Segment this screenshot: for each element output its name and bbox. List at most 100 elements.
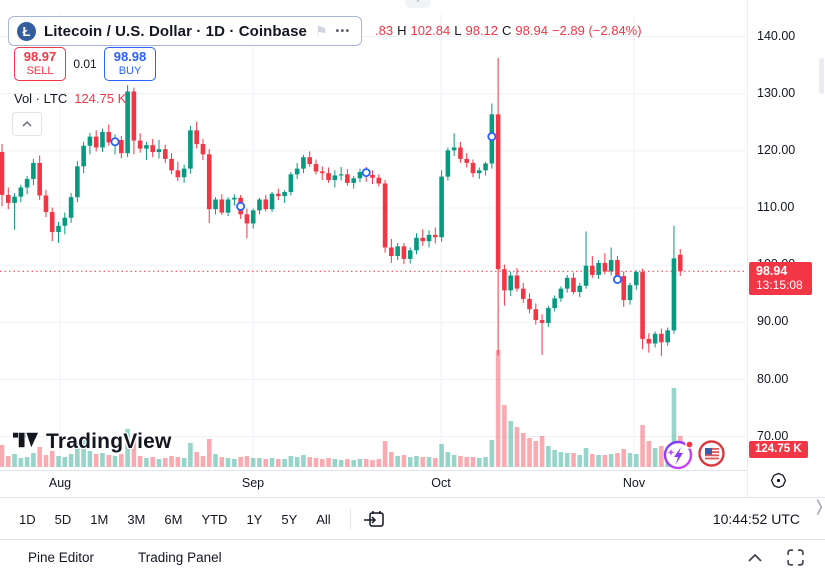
side-panel-handle[interactable]: ❭ [813, 498, 825, 515]
volume-bar [508, 421, 513, 467]
symbol-search-button[interactable]: Ł Litecoin / U.S. Dollar · 1D · Coinbase… [8, 16, 362, 46]
buy-button[interactable]: 98.98 BUY [104, 47, 156, 81]
volume-bar [62, 457, 68, 467]
volume-bar [68, 454, 74, 467]
volume-bar [326, 458, 331, 467]
range-button-3m[interactable]: 3M [127, 511, 146, 527]
volume-bar [282, 459, 287, 467]
sell-button[interactable]: 98.97 SELL [14, 47, 66, 81]
candle [351, 178, 356, 183]
us-flag-icon[interactable] [697, 439, 726, 470]
volume-bar [596, 455, 601, 467]
range-button-ytd[interactable]: YTD [201, 511, 228, 527]
time-tick-sep: Sep [241, 476, 265, 490]
price-tick: 120.00 [757, 142, 796, 157]
price-axis[interactable]: 70.0080.0090.00100.00110.00120.00130.001… [747, 0, 825, 497]
range-button-1d[interactable]: 1D [19, 511, 36, 527]
candle [150, 145, 156, 153]
time-axis[interactable]: Aug Sep Oct Nov [0, 470, 747, 497]
volume-bar [24, 457, 30, 467]
more-options-icon[interactable]: ••• [335, 25, 351, 37]
candle [43, 195, 49, 213]
candle [401, 246, 407, 259]
volume-bar [464, 457, 470, 467]
flag-symbol-icon[interactable]: ⚑ [315, 23, 328, 39]
volume-bar [583, 448, 589, 467]
volume-bar [49, 451, 55, 467]
volume-bar [451, 455, 457, 467]
candlestick-chart-canvas[interactable] [0, 0, 747, 470]
candle [646, 338, 652, 344]
candle [546, 308, 551, 323]
range-button-all[interactable]: All [316, 511, 331, 527]
candle [288, 174, 294, 193]
toolbar-collapse-handle[interactable]: ⌃ [405, 0, 431, 8]
volume-bar [12, 454, 17, 467]
volume-legend-title: Vol · LTC [14, 91, 68, 106]
candle [250, 210, 256, 224]
candle [75, 166, 80, 198]
ai-assistant-icon[interactable] [662, 438, 695, 470]
panel-expand-chevron-icon[interactable] [748, 553, 762, 562]
candle [458, 147, 463, 159]
time-tick-nov: Nov [622, 476, 646, 490]
statusbar-pine-editor[interactable]: Pine Editor [28, 550, 95, 565]
restore-panel-icon[interactable] [786, 548, 805, 567]
volume-bar [489, 440, 495, 467]
chart-pane[interactable]: TradingView Ł Litecoin / U.S. Dollar · 1… [0, 0, 747, 470]
candle [225, 199, 231, 213]
volume-bar [577, 455, 583, 467]
range-button-5y[interactable]: 5Y [281, 511, 298, 527]
volume-bar [558, 452, 564, 467]
range-button-6m[interactable]: 6M [164, 511, 183, 527]
toolbar-divider [349, 509, 351, 529]
candle [665, 330, 670, 343]
candle [175, 170, 181, 178]
volume-bar [633, 454, 639, 467]
volume-bar [87, 451, 93, 467]
volume-bar [514, 427, 520, 467]
candle [338, 174, 344, 176]
volume-bar [470, 457, 476, 467]
volume-bar [671, 388, 677, 467]
candle [188, 130, 193, 169]
scale-settings-icon[interactable] [770, 472, 787, 489]
candle [282, 192, 287, 197]
volume-bar [56, 456, 61, 467]
range-button-5d[interactable]: 5D [54, 511, 72, 527]
candle [439, 176, 444, 238]
candle [602, 262, 608, 272]
current-price-label: 98.94 13:15:08 [749, 262, 812, 295]
ohlc-close-label: C [502, 23, 512, 38]
candle [476, 170, 482, 174]
candle [533, 309, 539, 321]
candle [162, 149, 168, 159]
candle [596, 262, 601, 275]
volume-bar [602, 455, 608, 467]
statusbar-trading-panel[interactable]: Trading Panel [138, 550, 222, 565]
candle [345, 174, 350, 183]
price-tick: 110.00 [757, 200, 795, 215]
candle [520, 288, 526, 299]
sell-label: SELL [26, 65, 54, 78]
volume-bar [232, 459, 237, 467]
volume-bar [646, 441, 652, 467]
clock: 10:44:52 UTC [712, 511, 800, 527]
volume-bar [162, 458, 168, 467]
event-marker-icon [612, 274, 622, 284]
volume-bar [150, 457, 156, 467]
price-axis-scrollbar[interactable] [819, 58, 824, 94]
range-button-1m[interactable]: 1M [90, 511, 109, 527]
range-button-1y[interactable]: 1Y [246, 511, 263, 527]
volume-bar [125, 429, 130, 467]
candle [640, 272, 645, 339]
volume-bar [414, 456, 419, 467]
legend-collapse-button[interactable] [12, 112, 42, 136]
volume-bar [75, 442, 80, 467]
candle [332, 175, 338, 181]
volume-bar [263, 459, 269, 467]
go-to-date-icon[interactable] [361, 506, 387, 532]
volume-bar [257, 458, 262, 467]
volume-bar [181, 458, 187, 467]
candle [93, 136, 99, 148]
